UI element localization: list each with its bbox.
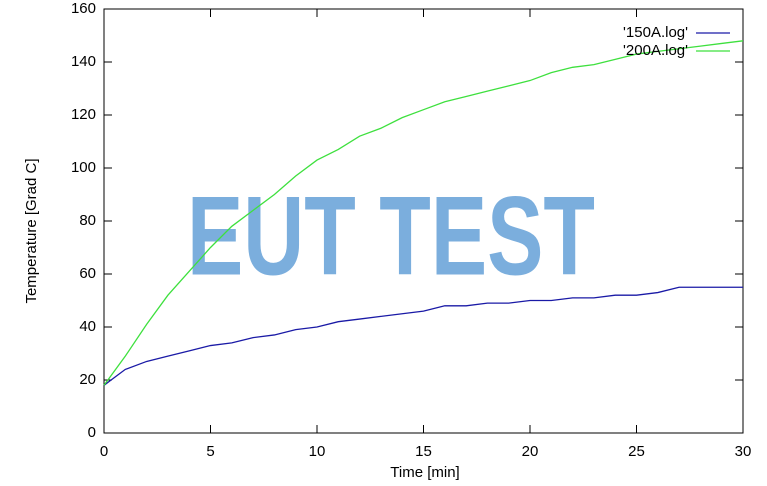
y-tick-label: 60	[79, 265, 96, 282]
x-tick-label: 20	[522, 443, 539, 460]
x-axis-label: Time [min]	[390, 464, 459, 481]
series-line	[103, 286, 743, 386]
x-tick-label: 10	[309, 443, 326, 460]
x-tick-label: 30	[735, 443, 752, 460]
x-tick-label: 25	[628, 443, 645, 460]
y-axis-label: Temperature [Grad C]	[23, 158, 40, 303]
legend-label: '200A.log'	[623, 42, 688, 59]
y-tick-label: 120	[71, 106, 96, 123]
x-tick-label: 0	[100, 443, 108, 460]
legend-label: '150A.log'	[623, 24, 688, 41]
x-tick-label: 15	[415, 443, 432, 460]
y-tick-label: 40	[79, 318, 96, 335]
y-tick-label: 100	[71, 159, 96, 176]
y-tick-label: 140	[71, 53, 96, 70]
y-tick-label: 160	[71, 0, 96, 17]
watermark: EUT TEST	[187, 174, 595, 299]
x-tick-label: 5	[206, 443, 214, 460]
y-tick-label: 80	[79, 212, 96, 229]
series-line	[103, 40, 744, 386]
y-tick-label: 20	[79, 371, 96, 388]
y-tick-label: 0	[88, 424, 96, 441]
